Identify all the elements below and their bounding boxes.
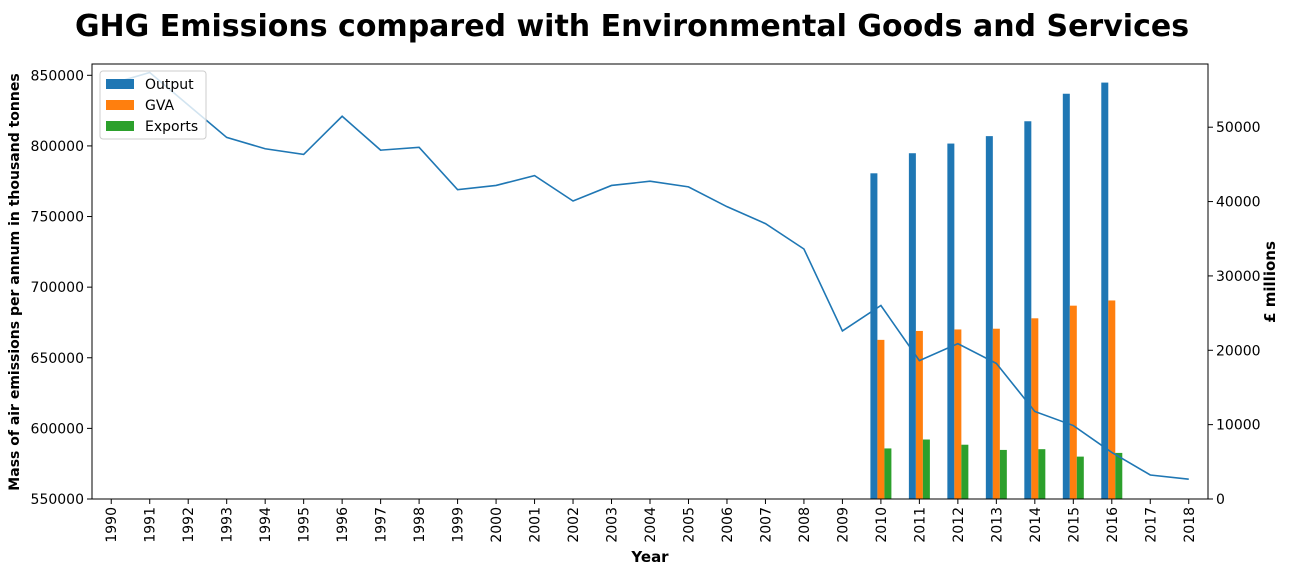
x-tick-label: 2010: [874, 507, 890, 543]
x-tick-label: 1991: [143, 507, 159, 543]
bar-exports-2012: [961, 444, 969, 499]
bar-gva-2012: [954, 329, 962, 499]
y-right-tick-label: 50000: [1216, 120, 1261, 136]
bar-gva-2014: [1031, 318, 1039, 499]
y-right-tick-label: 10000: [1216, 418, 1261, 434]
x-tick-label: 2012: [951, 507, 967, 543]
x-tick-label: 2008: [797, 507, 813, 543]
x-tick-label: 1993: [220, 507, 236, 543]
bar-output-2010: [870, 173, 878, 499]
bar-gva-2013: [992, 328, 1000, 499]
y-axis-right-label: £ millions: [1261, 241, 1279, 323]
x-tick-label: 2009: [835, 507, 851, 543]
x-tick-label: 2015: [1066, 507, 1082, 543]
emissions-line: [111, 71, 1189, 481]
y-left-tick-label: 800000: [31, 139, 84, 155]
bar-exports-2010: [884, 448, 892, 499]
legend-swatch-exports: [106, 121, 134, 131]
y-left-tick-label: 750000: [31, 210, 84, 226]
x-tick-label: 1994: [258, 507, 274, 543]
x-tick-label: 2007: [758, 507, 774, 543]
bar-exports-2013: [999, 449, 1007, 499]
x-tick-label: 1990: [104, 507, 120, 543]
bar-gva-2011: [915, 330, 923, 499]
x-tick-label: 1996: [335, 507, 351, 543]
x-tick-label: 2006: [720, 507, 736, 543]
y-right-tick-label: 0: [1216, 492, 1225, 508]
legend-label-exports: Exports: [145, 119, 198, 135]
legend-label-output: Output: [145, 77, 194, 93]
y-right-tick-label: 20000: [1216, 343, 1261, 359]
legend-swatch-output: [106, 79, 134, 89]
x-tick-label: 2004: [643, 507, 659, 543]
x-tick-label: 2017: [1143, 507, 1159, 543]
y-right-tick-label: 30000: [1216, 269, 1261, 285]
chart-title: GHG Emissions compared with Environmenta…: [75, 9, 1189, 44]
x-tick-label: 2018: [1182, 507, 1198, 543]
x-tick-label: 2002: [566, 507, 582, 543]
y-left-tick-label: 700000: [31, 280, 84, 296]
bar-exports-2014: [1038, 449, 1046, 499]
bar-output-2012: [947, 143, 955, 499]
plot-frame: [91, 63, 1209, 500]
x-tick-label: 1997: [374, 507, 390, 543]
bar-output-2016: [1101, 82, 1109, 499]
x-tick-label: 2000: [489, 507, 505, 543]
y-axis-left-label: Mass of air emissions per annum in thous…: [7, 73, 23, 490]
bar-exports-2016: [1115, 452, 1123, 499]
y-right-tick-label: 40000: [1216, 195, 1261, 211]
bar-gva-2015: [1069, 305, 1077, 499]
x-axis-label: Year: [630, 548, 669, 566]
bar-exports-2015: [1076, 456, 1084, 499]
x-tick-label: 1998: [412, 507, 428, 543]
plot-area: Output GVA Exports 550000 600000 650000 700000…: [31, 63, 1261, 543]
x-tick-label: 2011: [912, 507, 928, 543]
bar-output-2015: [1062, 93, 1070, 500]
bar-output-2014: [1024, 121, 1032, 499]
x-tick-label: 2014: [1028, 507, 1044, 543]
x-tick-label: 2013: [989, 507, 1005, 543]
bar-output-2011: [908, 153, 916, 500]
y-left-tick-label: 650000: [31, 351, 84, 367]
y-left-tick-label: 550000: [31, 492, 84, 508]
x-tick-label: 2003: [605, 507, 621, 543]
legend-label-gva: GVA: [145, 98, 175, 114]
x-tick-label: 1995: [297, 507, 313, 543]
x-tick-label: 2001: [528, 507, 544, 543]
bar-output-2013: [985, 136, 993, 499]
bar-exports-2011: [922, 439, 930, 499]
x-tick-label: 2005: [681, 507, 697, 543]
x-tick-label: 2016: [1105, 507, 1121, 543]
bar-gva-2016: [1108, 300, 1116, 499]
x-tick-label: 1999: [451, 507, 467, 543]
x-tick-label: 1992: [181, 507, 197, 543]
legend-swatch-gva: [106, 100, 134, 110]
y-left-tick-label: 850000: [31, 68, 84, 84]
bar-gva-2010: [877, 339, 885, 499]
y-left-tick-label: 600000: [31, 421, 84, 437]
